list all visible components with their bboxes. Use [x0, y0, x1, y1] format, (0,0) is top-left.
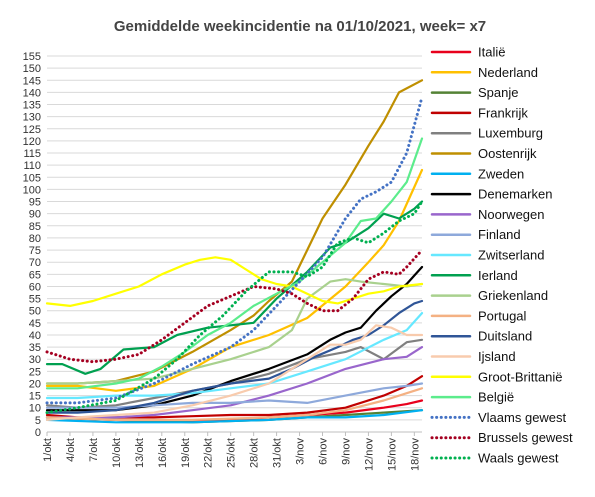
y-tick-label: 125: [23, 124, 41, 136]
series-line: [45, 346, 424, 419]
x-tick-label: 16/okt: [157, 438, 169, 468]
y-tick-label: 10: [29, 403, 41, 415]
legend-label: Oostenrijk: [478, 146, 537, 161]
y-tick-label: 55: [29, 294, 41, 306]
x-tick-label: 25/okt: [226, 438, 238, 468]
legend-label: Griekenland: [478, 288, 548, 303]
y-tick-label: 15: [29, 391, 41, 403]
y-tick-label: 105: [23, 172, 41, 184]
x-tick-label: 31/okt: [272, 438, 284, 468]
legend-label: Ierland: [478, 268, 518, 283]
y-tick-label: 120: [23, 136, 41, 148]
x-tick-label: 28/okt: [249, 438, 261, 468]
series-line: [45, 382, 424, 409]
y-tick-label: 135: [23, 100, 41, 112]
y-tick-label: 70: [29, 257, 41, 269]
legend-label: Portugal: [478, 308, 527, 323]
legend-label: Zweden: [478, 166, 524, 181]
x-tick-label: 4/okt: [65, 438, 77, 462]
y-axis-ticks: 0510152025303540455055606570758085909510…: [23, 51, 41, 439]
legend-label: Finland: [478, 227, 521, 242]
x-tick-label: 15/nov: [386, 438, 398, 472]
y-tick-label: 100: [23, 184, 41, 196]
y-tick-label: 0: [35, 427, 41, 439]
legend-label: Noorwegen: [478, 207, 545, 222]
y-tick-label: 25: [29, 366, 41, 378]
x-tick-label: 18/nov: [409, 438, 421, 472]
x-tick-label: 13/okt: [134, 438, 146, 468]
series-line: [45, 312, 424, 400]
series-line: [45, 137, 424, 390]
x-tick-label: 22/okt: [203, 438, 215, 468]
series-line: [45, 409, 424, 424]
y-tick-label: 110: [23, 160, 41, 172]
series-line: [45, 200, 424, 415]
y-tick-label: 40: [29, 330, 41, 342]
x-tick-label: 3/nov: [295, 438, 307, 465]
legend: Italië Nederland Spanje Frankrijk Luxemburg O…: [430, 45, 573, 466]
legend-label: Duitsland: [478, 329, 532, 344]
y-tick-label: 90: [29, 209, 41, 221]
series-line: [45, 248, 424, 364]
series-line: [45, 200, 424, 375]
legend-label: Waals gewest: [478, 451, 559, 466]
series-line: [45, 168, 424, 392]
legend-label: Spanje: [478, 85, 518, 100]
legend-label: Zwitserland: [478, 248, 544, 263]
y-tick-label: 5: [35, 415, 41, 427]
legend-label: Vlaams gewest: [478, 410, 567, 425]
series-line: [45, 256, 424, 307]
series-lines: [45, 79, 424, 424]
y-tick-label: 150: [23, 63, 41, 75]
y-tick-label: 140: [23, 87, 41, 99]
legend-label: Nederland: [478, 65, 538, 80]
x-tick-label: 1/okt: [42, 438, 54, 462]
x-tick-label: 19/okt: [180, 438, 192, 468]
y-tick-label: 30: [29, 354, 41, 366]
x-tick-label: 9/nov: [340, 438, 352, 465]
legend-label: Denemarken: [478, 187, 552, 202]
x-tick-label: 10/okt: [111, 438, 123, 468]
legend-label: België: [478, 390, 514, 405]
y-tick-label: 95: [29, 197, 41, 209]
legend-label: Frankrijk: [478, 105, 528, 120]
chart-title: Gemiddelde weekincidentie na 01/10/2021,…: [114, 18, 486, 35]
y-tick-label: 115: [23, 148, 41, 160]
y-tick-label: 50: [29, 306, 41, 318]
y-tick-label: 130: [23, 112, 41, 124]
legend-label: Luxemburg: [478, 126, 543, 141]
y-tick-label: 60: [29, 281, 41, 293]
series-line: [45, 95, 424, 405]
series-line: [45, 324, 424, 421]
series-line: [45, 387, 424, 421]
legend-label: Ijsland: [478, 349, 516, 364]
y-tick-label: 75: [29, 245, 41, 257]
y-tick-label: 45: [29, 318, 41, 330]
y-tick-label: 65: [29, 269, 41, 281]
x-tick-label: 6/nov: [318, 438, 330, 465]
y-tick-label: 80: [29, 233, 41, 245]
x-tick-label: 7/okt: [88, 438, 100, 462]
y-tick-label: 155: [23, 51, 41, 63]
legend-label: Brussels gewest: [478, 430, 573, 445]
legend-label: Italië: [478, 45, 505, 60]
y-tick-label: 145: [23, 75, 41, 87]
legend-label: Groot-Brittanië: [478, 369, 563, 384]
y-tick-label: 85: [29, 221, 41, 233]
y-tick-label: 20: [29, 378, 41, 390]
y-tick-label: 35: [29, 342, 41, 354]
x-tick-label: 12/nov: [363, 438, 375, 472]
x-axis-ticks: 1/okt 4/okt 7/okt 10/okt 13/okt 16/okt 19/okt 2…: [42, 432, 421, 471]
